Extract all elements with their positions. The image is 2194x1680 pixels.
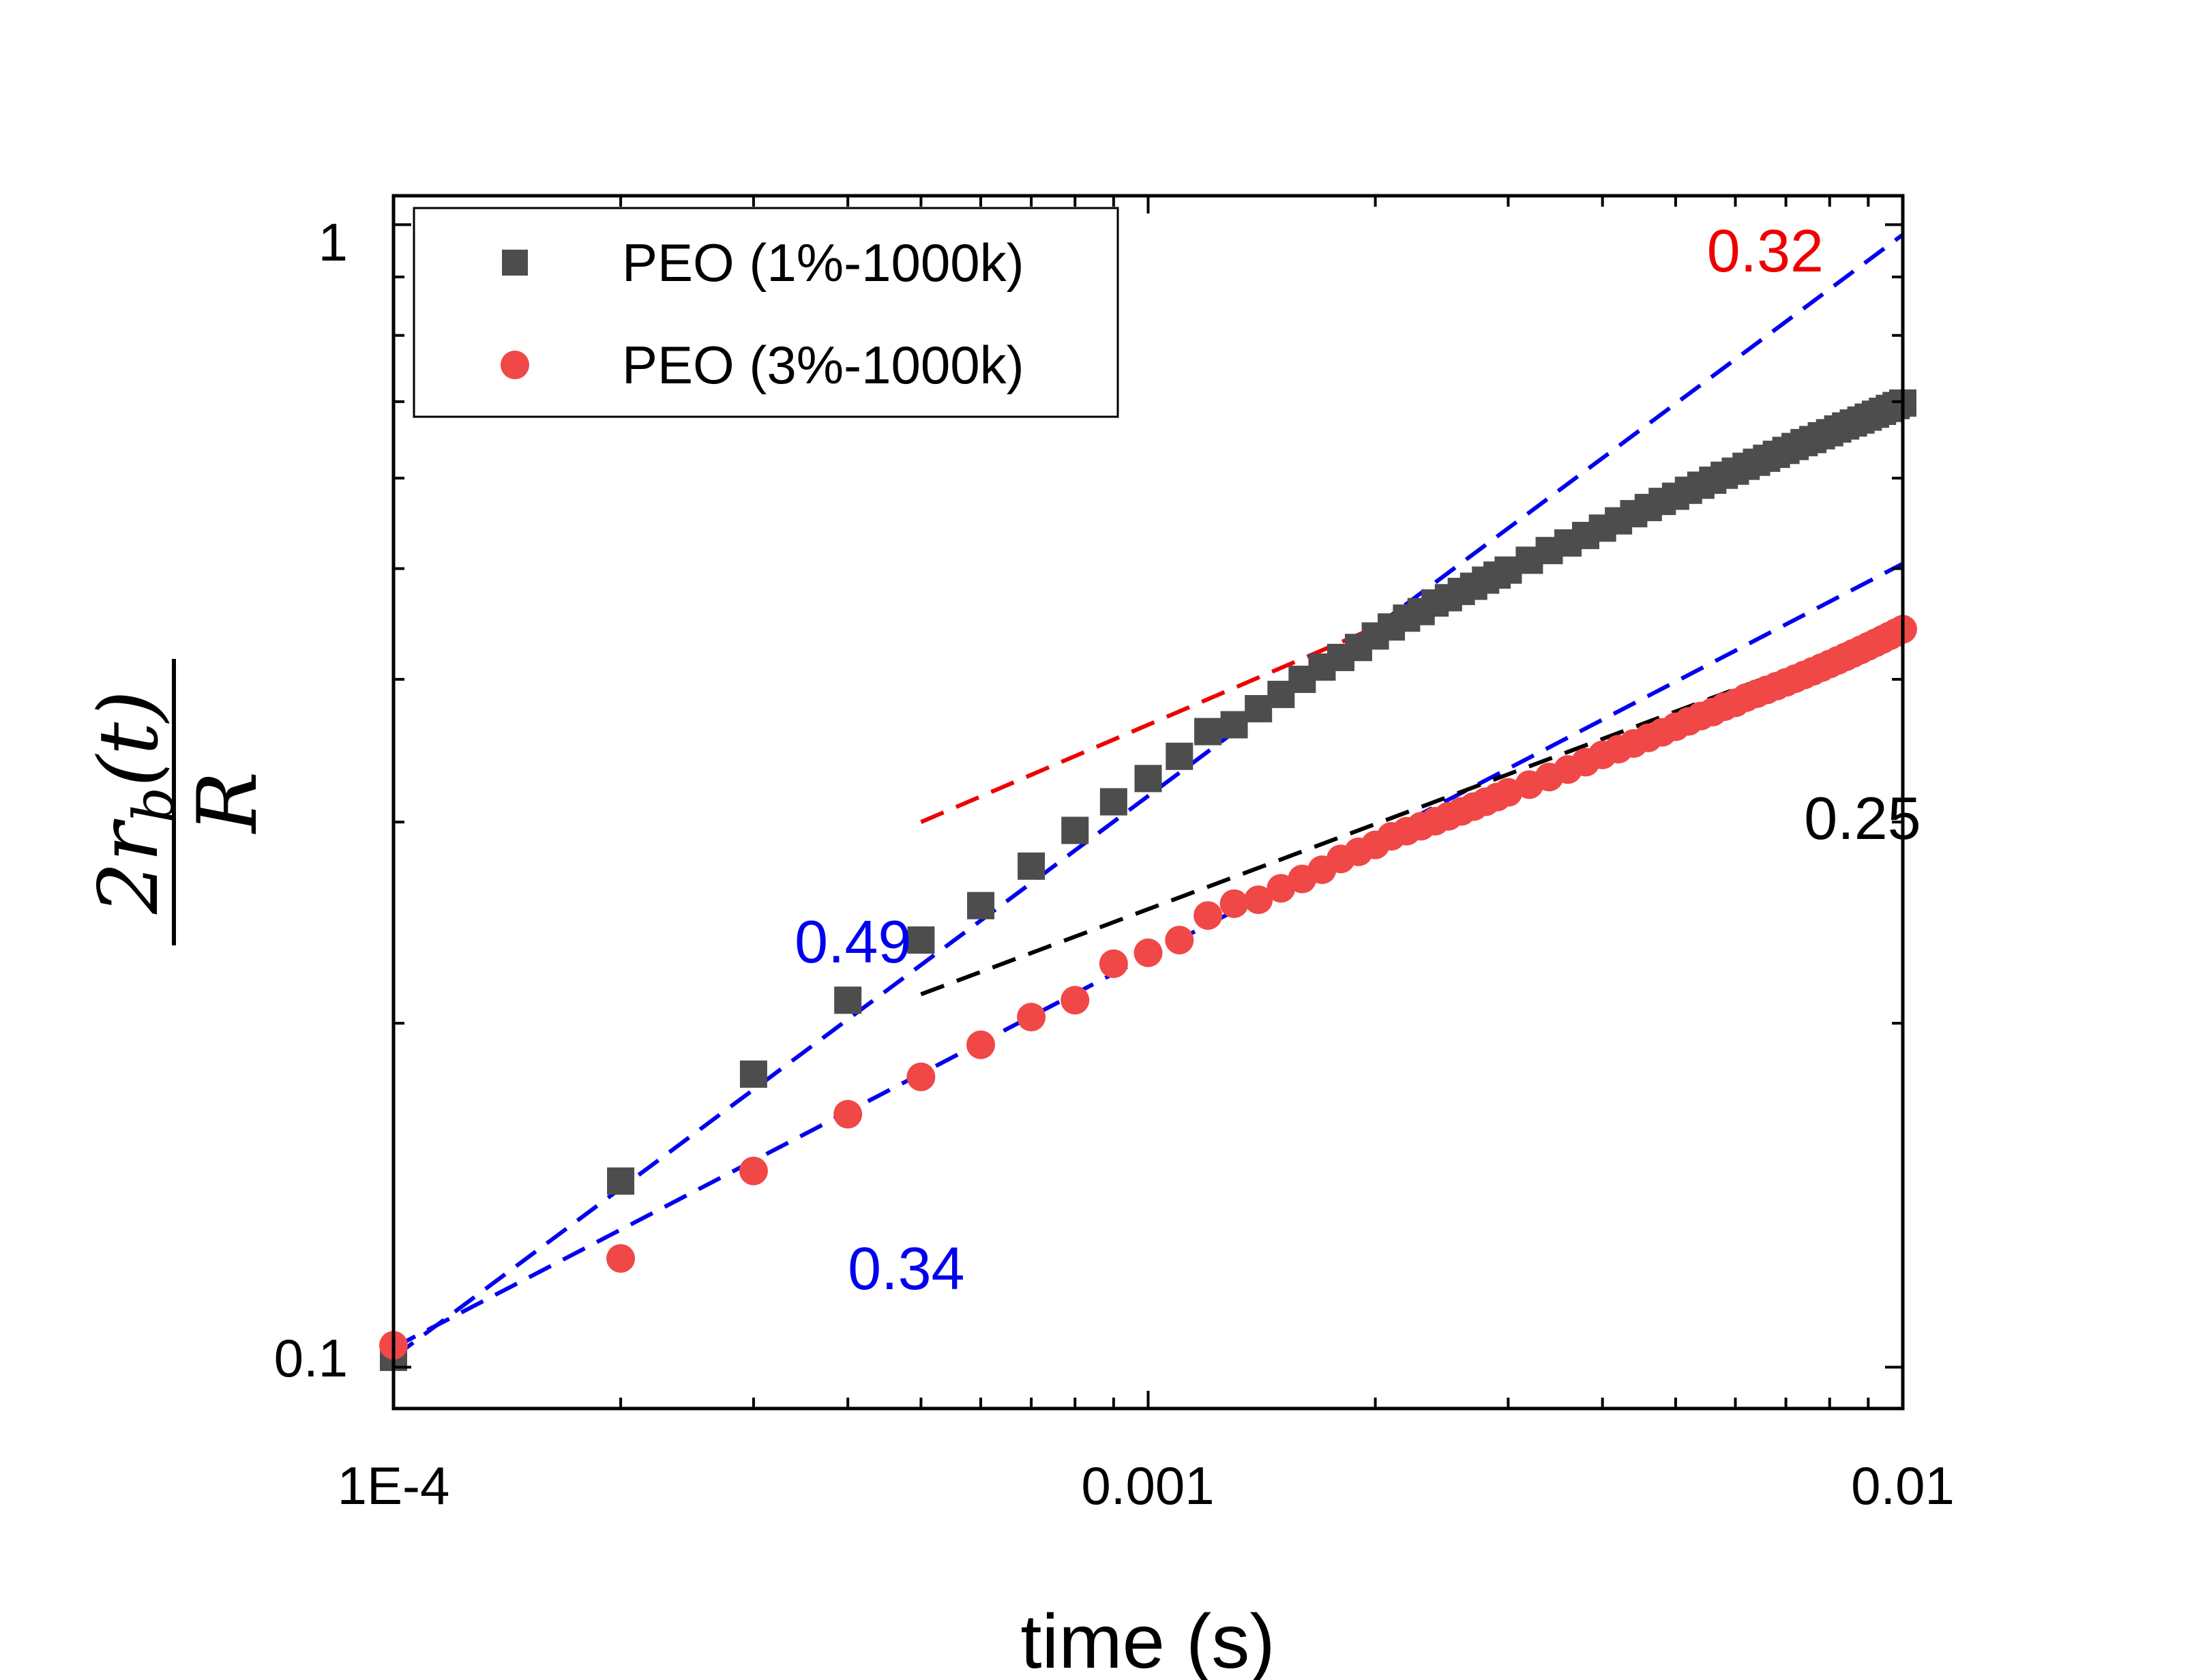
series-peo-3pct-points — [379, 615, 1917, 1360]
fit-line-0-25 — [920, 624, 1904, 997]
y-label-numerator: 2r — [82, 819, 177, 915]
slope-annotation-0-34: 0.34 — [848, 1235, 964, 1302]
data-point-peo-3pct — [739, 1156, 768, 1185]
legend-label-peo-3pct: PEO (3%-1000k) — [622, 335, 1024, 395]
data-point-peo-3pct — [833, 1100, 863, 1129]
data-point-peo-3pct — [1165, 926, 1194, 955]
y-tick-label-1: 1 — [318, 212, 348, 272]
slope-annotation-0-32: 0.32 — [1707, 217, 1824, 284]
data-point-peo-3pct — [606, 1243, 636, 1273]
data-point-peo-1pct — [607, 1167, 635, 1195]
x-tick-label-0-001: 0.001 — [1081, 1456, 1214, 1516]
data-point-peo-1pct — [1194, 718, 1222, 746]
data-point-peo-1pct — [1166, 742, 1194, 770]
legend-marker-circle — [501, 351, 529, 379]
y-axis-label: 2rb(t) R — [82, 659, 276, 945]
data-point-peo-3pct — [1061, 986, 1090, 1015]
x-axis-label: time (s) — [1020, 1599, 1275, 1680]
legend-label-peo-1pct: PEO (1%-1000k) — [622, 233, 1024, 293]
y-tick-label-0-1: 0.1 — [274, 1328, 348, 1388]
data-point-peo-1pct — [1220, 711, 1248, 739]
data-point-peo-3pct — [906, 1062, 936, 1091]
data-point-peo-3pct — [1017, 1003, 1046, 1032]
y-label-subscript: b — [122, 787, 187, 823]
data-point-peo-1pct — [739, 1060, 767, 1088]
data-point-peo-1pct — [1099, 788, 1127, 816]
data-point-peo-3pct — [1099, 949, 1128, 978]
x-tick-label-1e-4: 1E-4 — [338, 1456, 450, 1516]
legend-box — [413, 207, 1119, 418]
data-point-peo-1pct — [1061, 816, 1089, 844]
y-label-argument: (t) — [82, 690, 177, 787]
fit-line-0-49 — [392, 233, 1904, 1359]
svg-text:2rb(t): 2rb(t) — [82, 690, 187, 915]
data-point-peo-3pct — [1194, 901, 1223, 930]
data-point-peo-1pct — [1134, 765, 1162, 793]
slope-annotation-0-25: 0.25 — [1804, 784, 1921, 852]
x-tick-label-0-01: 0.01 — [1851, 1456, 1955, 1516]
data-point-peo-1pct — [1018, 852, 1046, 880]
data-point-peo-3pct — [966, 1030, 996, 1059]
slope-annotation-0-49: 0.49 — [795, 908, 911, 975]
legend-marker-square — [502, 250, 528, 276]
data-point-peo-3pct — [1133, 938, 1163, 967]
data-point-peo-1pct — [907, 926, 935, 954]
data-point-peo-3pct — [1244, 885, 1273, 915]
data-point-peo-3pct — [1219, 889, 1249, 918]
legend: PEO (1%-1000k) PEO (3%-1000k) — [413, 207, 1119, 418]
series-peo-1pct-points — [380, 389, 1916, 1371]
data-point-peo-1pct — [967, 891, 995, 919]
data-point-peo-1pct — [834, 986, 862, 1014]
axis-ticks — [392, 196, 1904, 1409]
y-label-denominator: R — [181, 771, 276, 834]
